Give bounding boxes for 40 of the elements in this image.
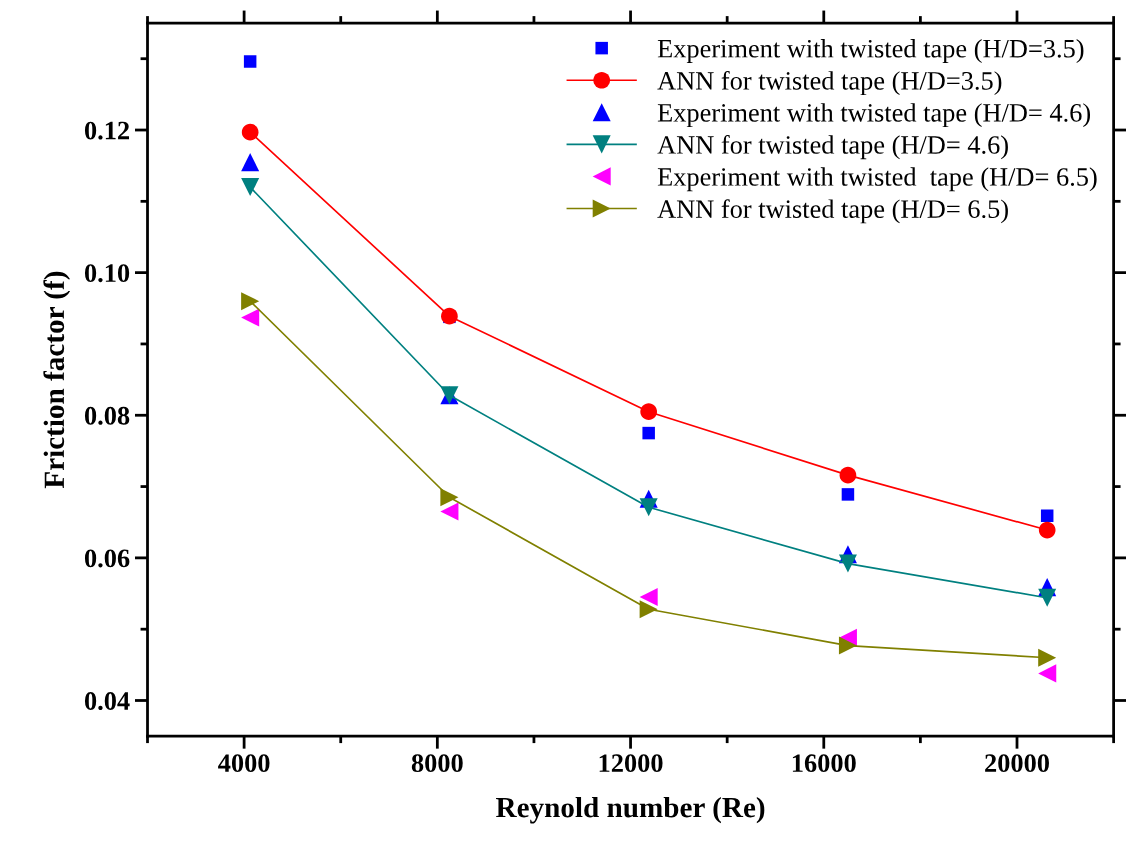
point — [642, 426, 655, 440]
x-tick-label: 20000 — [985, 754, 1049, 773]
point — [1038, 664, 1057, 683]
y-tick-label: 0.10 — [84, 264, 130, 283]
point — [838, 554, 857, 573]
point — [639, 588, 658, 607]
x-tick-label: 16000 — [792, 754, 856, 773]
point — [241, 153, 260, 172]
legend-label: ANN for twisted tape (H/D= 6.5) — [657, 199, 1008, 224]
legend-label: ANN for twisted tape (H/D=3.5) — [657, 70, 1002, 96]
legend-label: ANN for twisted tape (H/D= 4.6) — [657, 135, 1008, 160]
y-tick-label: 0.08 — [84, 406, 130, 425]
point — [1038, 648, 1057, 667]
point — [241, 178, 260, 197]
x-tick-label: 4000 — [218, 754, 270, 773]
point — [1040, 509, 1054, 523]
point — [440, 502, 459, 521]
legend-label: Experiment with twisted tape (H/D= 6.5) — [657, 167, 1097, 192]
x-tick-label: 12000 — [599, 754, 663, 773]
y-tick-label: 0.12 — [84, 121, 130, 140]
y-tick-label: 0.04 — [84, 692, 130, 711]
legend-label: Experiment with twisted tape (H/D=3.5) — [657, 39, 1084, 63]
point — [838, 636, 857, 655]
point — [243, 55, 257, 68]
x-tick-label: 8000 — [411, 754, 463, 773]
point — [639, 498, 658, 517]
y-tick-label: 0.06 — [84, 549, 130, 568]
point — [839, 466, 857, 484]
point — [241, 308, 260, 327]
point — [241, 123, 259, 141]
point — [1038, 521, 1056, 539]
point — [841, 488, 855, 501]
point — [241, 292, 260, 311]
point — [640, 403, 658, 421]
point — [440, 488, 459, 507]
x-axis-title: Reynold number (Re) — [496, 796, 765, 824]
point — [639, 600, 658, 619]
y-axis-title: Friction factor (f) — [43, 271, 71, 489]
point — [1038, 588, 1057, 607]
legend-label: Experiment with twisted tape (H/D= 4.6) — [657, 103, 1091, 128]
